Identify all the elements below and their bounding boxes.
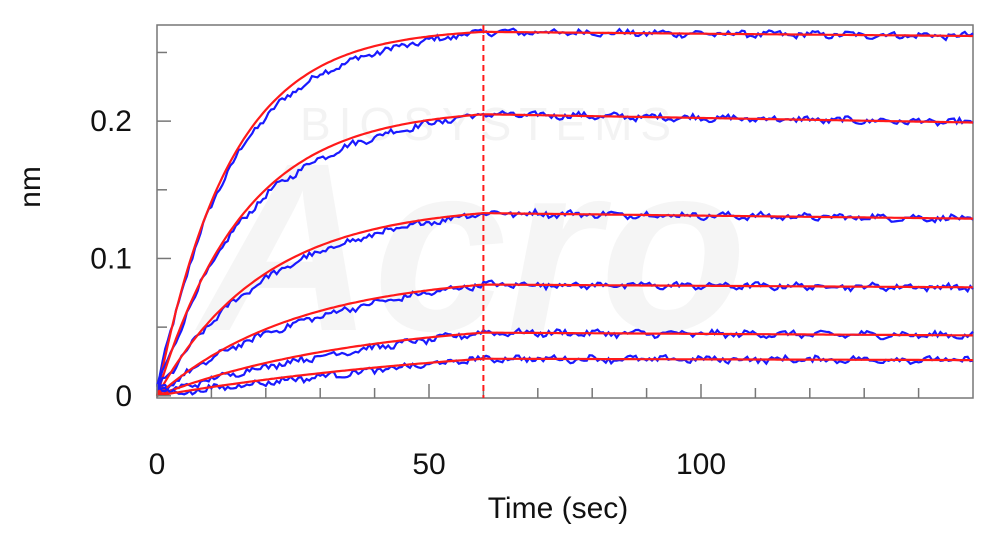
fit-curve (156, 357, 973, 397)
watermark-logo: Acro (195, 113, 747, 381)
fit-curve (155, 113, 973, 397)
x-tick-label: 100 (676, 448, 726, 481)
x-tick-label: 0 (149, 448, 166, 481)
plot-frame (156, 24, 974, 399)
fit-curve (156, 331, 973, 397)
measured-curve (156, 353, 974, 396)
fit-curve (156, 283, 973, 397)
curves (155, 27, 974, 397)
fit-curve (155, 30, 973, 397)
y-tick-label: 0.2 (90, 105, 132, 138)
measured-curve (156, 207, 974, 388)
y-tick-label: 0 (115, 380, 132, 413)
x-tick-label: 50 (412, 448, 445, 481)
fit-curve (156, 211, 973, 397)
x-axis-ticks: 0 50 100 (149, 384, 726, 481)
x-axis-title: Time (sec) (488, 492, 629, 525)
y-axis-ticks: 0 0.1 0.2 (90, 105, 171, 413)
y-axis-title: nm (14, 166, 47, 208)
y-tick-label: 0.1 (90, 242, 132, 275)
watermark: Acro BIOSYSTEMS (195, 98, 747, 381)
